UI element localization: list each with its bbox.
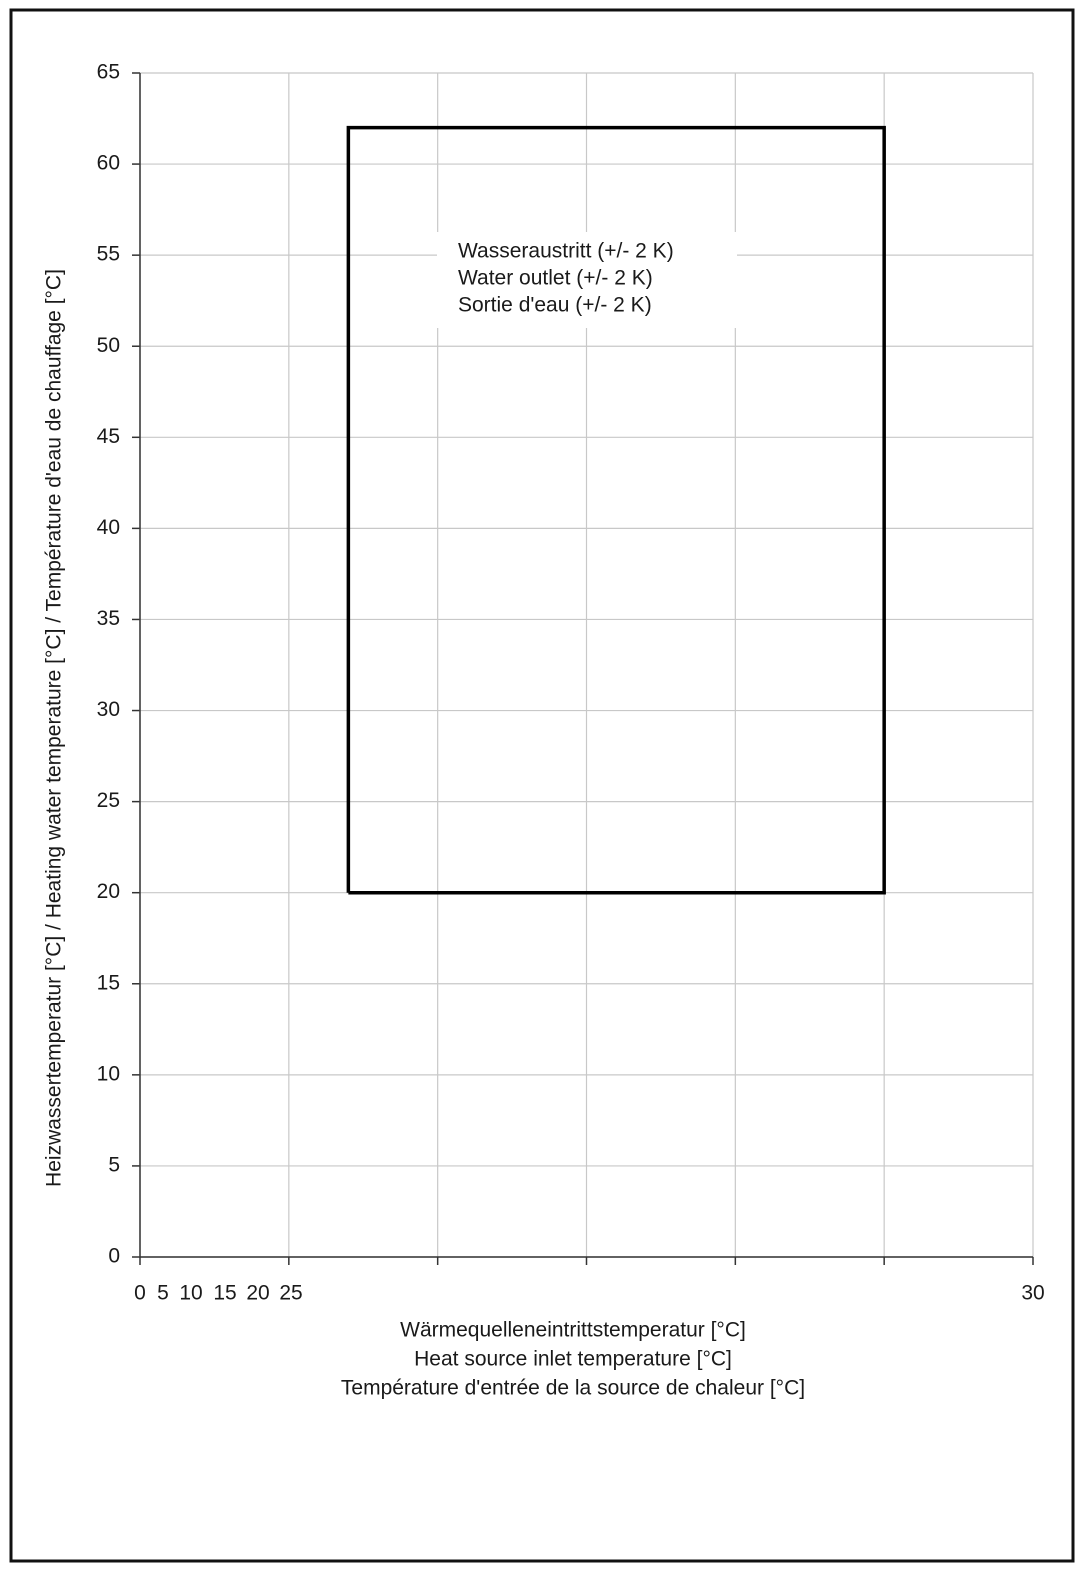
series-line [346,125,886,895]
x-axis-title: Heat source inlet temperature [°C] [414,1348,732,1371]
y-tick-label: 40 [97,516,120,539]
y-tick-label: 60 [97,152,120,175]
y-axis-title: Heizwassertemperatur [°C] / Heating wate… [43,269,66,1187]
y-tick-label: 50 [97,334,120,357]
x-tick-label: 20 [246,1282,269,1305]
x-axis-title: Wärmequelleneintrittstemperatur [°C] [400,1319,746,1342]
y-tick-label: 15 [97,971,120,994]
x-axis-title: Température d'entrée de la source de cha… [341,1377,805,1400]
y-tick-label: 55 [97,243,120,266]
annotation: Water outlet (+/- 2 K) [458,267,653,290]
y-tick-label: 35 [97,607,120,630]
x-tick-label: 10 [179,1282,202,1305]
y-tick-label: 45 [97,425,120,448]
annotation-background [437,232,737,328]
x-tick-label: 5 [157,1282,169,1305]
x-tick-label: 0 [134,1282,146,1305]
annotation: Sortie d'eau (+/- 2 K) [458,294,652,317]
y-tick-label: 20 [97,880,120,903]
y-tick-label: 65 [97,61,120,84]
y-tick-label: 5 [108,1153,120,1176]
y-tick-label: 30 [97,698,120,721]
x-tick-label: 30 [1021,1282,1044,1305]
x-tick-label: 15 [213,1282,236,1305]
marks [346,125,886,895]
y-tick-label: 25 [97,789,120,812]
y-tick-label: 10 [97,1062,120,1085]
y-tick-label: 0 [108,1245,120,1268]
x-tick-label: 25 [279,1282,302,1305]
frame [9,8,1075,1563]
annotation: Wasseraustritt (+/- 2 K) [458,240,674,263]
